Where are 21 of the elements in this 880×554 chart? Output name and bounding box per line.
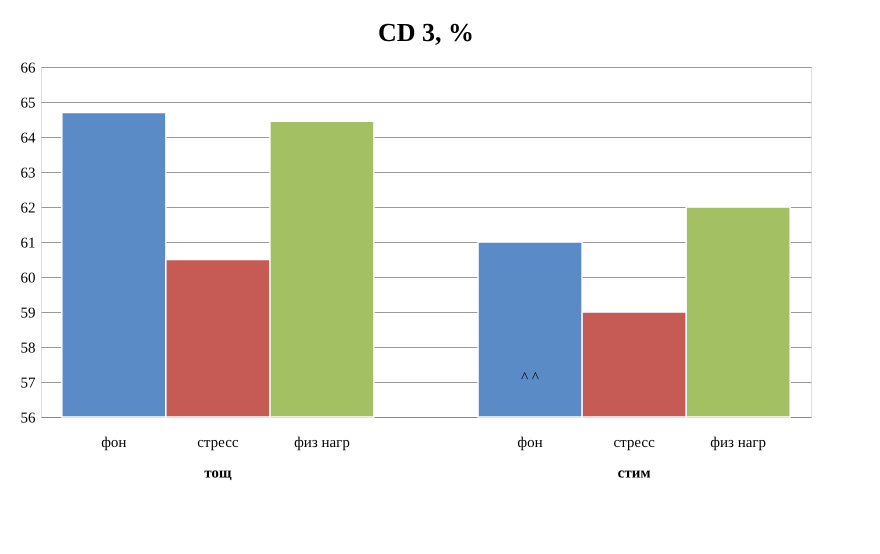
series-label: стресс (197, 435, 239, 451)
y-tick-label: 60 (20, 270, 36, 286)
y-tick-label: 66 (20, 60, 36, 76)
annotation: ^ ^ (521, 370, 539, 386)
series-label: фон (101, 435, 126, 451)
y-tick-label: 58 (20, 340, 36, 356)
y-tick-label: 65 (20, 96, 36, 112)
y-tick-label: 56 (20, 410, 36, 426)
text: физ нагр (710, 435, 766, 451)
x-tick-label: тощ (204, 466, 232, 482)
text: фон (517, 435, 543, 451)
text: стресс (613, 435, 655, 451)
series-label: физ нагр (294, 435, 350, 451)
y-tick-label: 59 (20, 306, 36, 322)
y-tick-label: 63 (20, 166, 36, 182)
y-tick-label: 61 (20, 236, 36, 252)
chart-title: CD 3, % (378, 18, 474, 47)
x-tick-label: стим (618, 466, 651, 482)
y-tick-label: 64 (20, 130, 36, 146)
y-tick-label: 57 (20, 376, 36, 392)
y-tick-label: 62 (20, 200, 36, 216)
